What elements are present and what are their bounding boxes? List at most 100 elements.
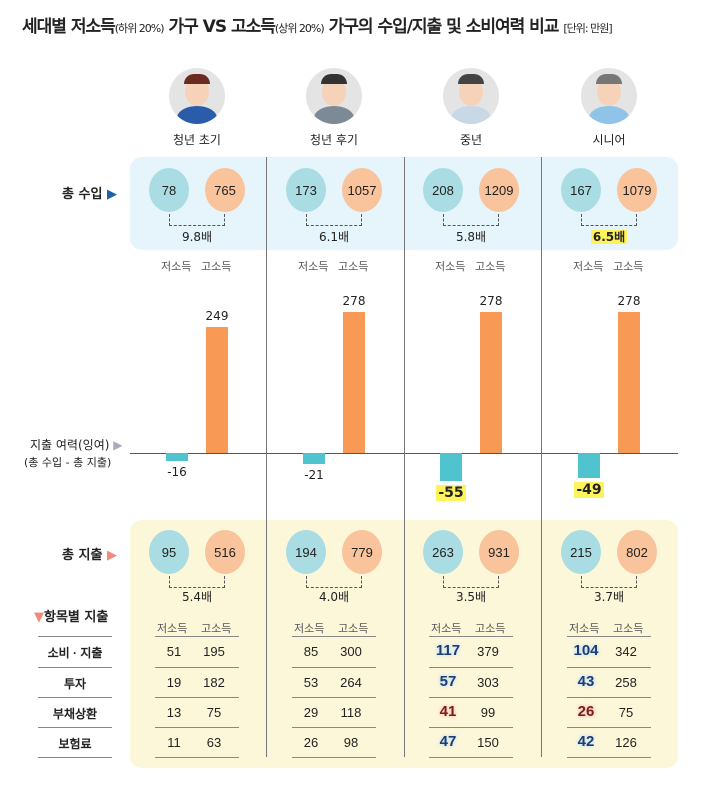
table-rule [155, 636, 239, 637]
high-label: 고소득 [475, 622, 506, 635]
surplus-bar-low [166, 453, 188, 462]
table-rule [155, 727, 239, 728]
low-label: 저소득 [294, 622, 325, 635]
surplus-label: 지출 여력(잉여) ▶ [30, 438, 123, 452]
group-label: 청년 초기 [173, 133, 221, 147]
title-text: 가구의 수입/지출 및 소비여력 비교 [323, 17, 564, 37]
table-row-label: 보험료 [58, 737, 92, 751]
low-label: 저소득 [161, 260, 192, 273]
table-cell-low: 57 [439, 673, 457, 690]
group-label: 시니어 [592, 133, 626, 147]
young-woman-icon [169, 68, 225, 124]
low-label: 저소득 [298, 260, 329, 273]
table-rule [292, 667, 376, 668]
table-cell-high: 300 [340, 644, 362, 659]
triangle-right-icon: ▶ [106, 187, 117, 202]
table-cell-high: 258 [615, 675, 637, 690]
table-cell-high: 182 [203, 675, 225, 690]
income-high-circle: 765 [205, 168, 245, 212]
column-divider [266, 157, 267, 757]
table-row-label: 부채상환 [52, 707, 98, 721]
unit-label: [단위: 만원] [563, 22, 612, 35]
triangle-right-icon: ▶ [113, 438, 123, 452]
income-low-circle: 208 [423, 168, 463, 212]
surplus-value-low: -21 [304, 467, 324, 482]
ratio-connector-arrow [443, 214, 499, 226]
expense-ratio: 3.7배 [593, 590, 625, 604]
surplus-value-low: -49 [574, 481, 604, 498]
high-label: 고소득 [613, 622, 644, 635]
table-rule [38, 697, 112, 698]
table-rule [292, 636, 376, 637]
income-low-circle: 78 [149, 168, 189, 212]
table-cell-low: 19 [166, 675, 182, 690]
low-label: 저소득 [435, 260, 466, 273]
expense-high-circle: 516 [205, 530, 245, 574]
high-label: 고소득 [475, 260, 506, 273]
table-cell-low: 47 [439, 733, 457, 750]
table-rule [429, 667, 513, 668]
high-label: 고소득 [201, 260, 232, 273]
table-row-label: 투자 [63, 677, 87, 691]
table-rule [567, 667, 651, 668]
table-rule [155, 697, 239, 698]
young-man-suit-icon [306, 68, 362, 124]
table-rule [429, 697, 513, 698]
table-rule [567, 697, 651, 698]
income-high-circle: 1079 [617, 168, 657, 212]
page-title: 세대별 저소득(하위 20%) 가구 VS 고소득(상위 20%) 가구의 수입… [22, 12, 613, 37]
income-ratio: 9.8배 [181, 230, 213, 244]
income-low-circle: 173 [286, 168, 326, 212]
table-cell-low: 41 [439, 703, 457, 720]
high-label: 고소득 [613, 260, 644, 273]
expense-ratio: 3.5배 [455, 590, 487, 604]
title-text: 가구 VS 고소득 [163, 17, 275, 37]
table-rule [292, 697, 376, 698]
table-rule [38, 757, 112, 758]
ratio-connector-arrow [169, 214, 225, 226]
title-sub: (하위 20%) [114, 22, 165, 35]
table-rule [429, 727, 513, 728]
table-rule [38, 667, 112, 668]
surplus-sublabel: (총 수입 - 총 지출) [24, 456, 112, 469]
title-text: 세대별 저소득 [22, 17, 116, 37]
table-cell-high: 195 [203, 644, 225, 659]
surplus-bar-high [343, 312, 365, 453]
table-rule [38, 636, 112, 637]
table-cell-low: 85 [303, 644, 319, 659]
income-ratio: 6.1배 [318, 230, 350, 244]
surplus-value-high: 278 [617, 294, 641, 309]
surplus-value-high: 249 [205, 308, 229, 323]
triangle-down-icon: ▼ [34, 610, 44, 625]
surplus-value-high: 278 [342, 294, 366, 309]
income-high-circle: 1209 [479, 168, 519, 212]
surplus-value-low: -16 [167, 465, 187, 480]
table-cell-low: 29 [303, 705, 319, 720]
table-cell-low: 26 [577, 703, 595, 720]
table-rule [567, 757, 651, 758]
income-ratio: 6.5배 [590, 230, 628, 244]
column-divider [404, 157, 405, 757]
expense-low-circle: 95 [149, 530, 189, 574]
table-cell-low: 42 [577, 733, 595, 750]
ratio-connector-arrow [306, 214, 362, 226]
expense-ratio: 4.0배 [318, 590, 350, 604]
table-rule [292, 727, 376, 728]
table-rule [38, 727, 112, 728]
expense-low-circle: 263 [423, 530, 463, 574]
table-rule [155, 757, 239, 758]
expense-low-circle: 194 [286, 530, 326, 574]
expense-low-circle: 215 [561, 530, 601, 574]
table-cell-low: 117 [435, 642, 461, 659]
table-rule [429, 757, 513, 758]
table-rule [292, 757, 376, 758]
table-cell-low: 51 [166, 644, 182, 659]
group-label: 청년 후기 [310, 133, 358, 147]
income-high-circle: 1057 [342, 168, 382, 212]
low-label: 저소득 [431, 622, 462, 635]
table-cell-high: 99 [480, 705, 496, 720]
group-label: 중년 [459, 133, 483, 147]
ratio-connector-arrow [169, 576, 225, 588]
high-label: 고소득 [338, 622, 369, 635]
surplus-bar-low [303, 453, 325, 464]
